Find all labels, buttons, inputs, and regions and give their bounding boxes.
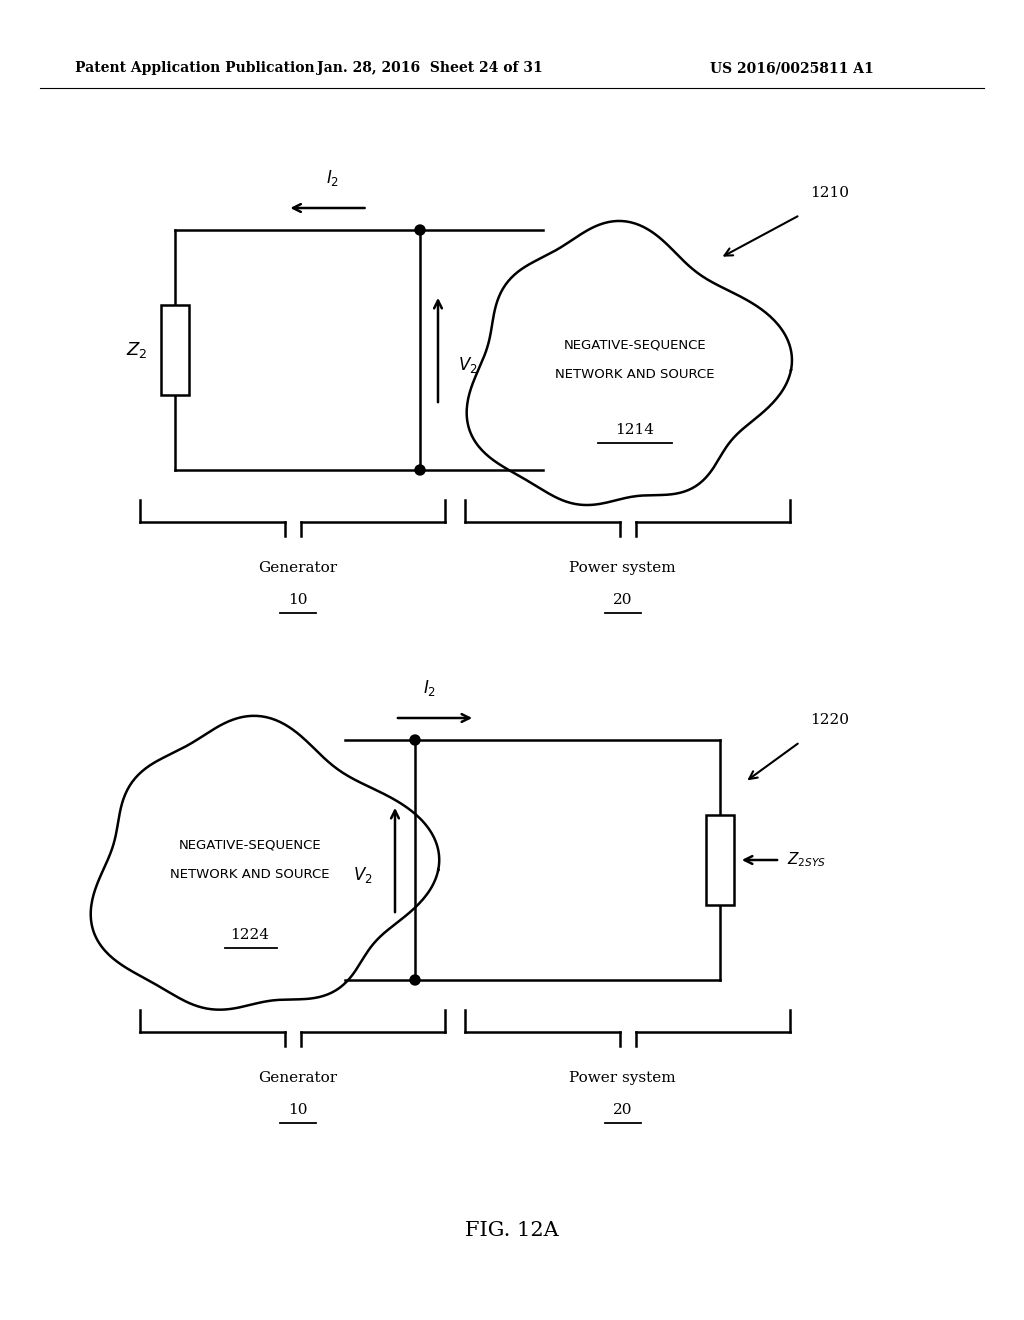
Bar [706,814,734,906]
Text: $I_2$: $I_2$ [326,168,339,187]
Text: $Z_2$: $Z_2$ [126,341,147,360]
Circle shape [415,224,425,235]
Circle shape [410,975,420,985]
Text: Generator: Generator [258,561,337,576]
Text: 1220: 1220 [810,713,849,727]
Text: $V_2$: $V_2$ [353,865,373,884]
Circle shape [415,465,425,475]
Circle shape [410,735,420,744]
Bar [161,305,189,395]
Text: Power system: Power system [569,1071,676,1085]
Text: FIG. 12A: FIG. 12A [465,1221,559,1239]
Text: 10: 10 [288,1104,307,1117]
Text: 1224: 1224 [230,928,269,942]
Text: Generator: Generator [258,1071,337,1085]
Text: $Z_{2SYS}$: $Z_{2SYS}$ [787,850,826,870]
Text: NEGATIVE-SEQUENCE: NEGATIVE-SEQUENCE [563,338,707,351]
Text: 20: 20 [612,1104,632,1117]
Text: 1210: 1210 [810,186,849,201]
Text: NETWORK AND SOURCE: NETWORK AND SOURCE [170,869,330,882]
Text: Jan. 28, 2016  Sheet 24 of 31: Jan. 28, 2016 Sheet 24 of 31 [317,61,543,75]
Text: 1214: 1214 [615,422,654,437]
Text: 10: 10 [288,593,307,607]
Text: Patent Application Publication: Patent Application Publication [75,61,314,75]
Text: US 2016/0025811 A1: US 2016/0025811 A1 [710,61,873,75]
Text: Power system: Power system [569,561,676,576]
Text: $V_2$: $V_2$ [458,355,477,375]
Text: $I_2$: $I_2$ [423,678,436,698]
Text: NEGATIVE-SEQUENCE: NEGATIVE-SEQUENCE [178,838,322,851]
Text: NETWORK AND SOURCE: NETWORK AND SOURCE [555,368,715,381]
Text: 20: 20 [612,593,632,607]
